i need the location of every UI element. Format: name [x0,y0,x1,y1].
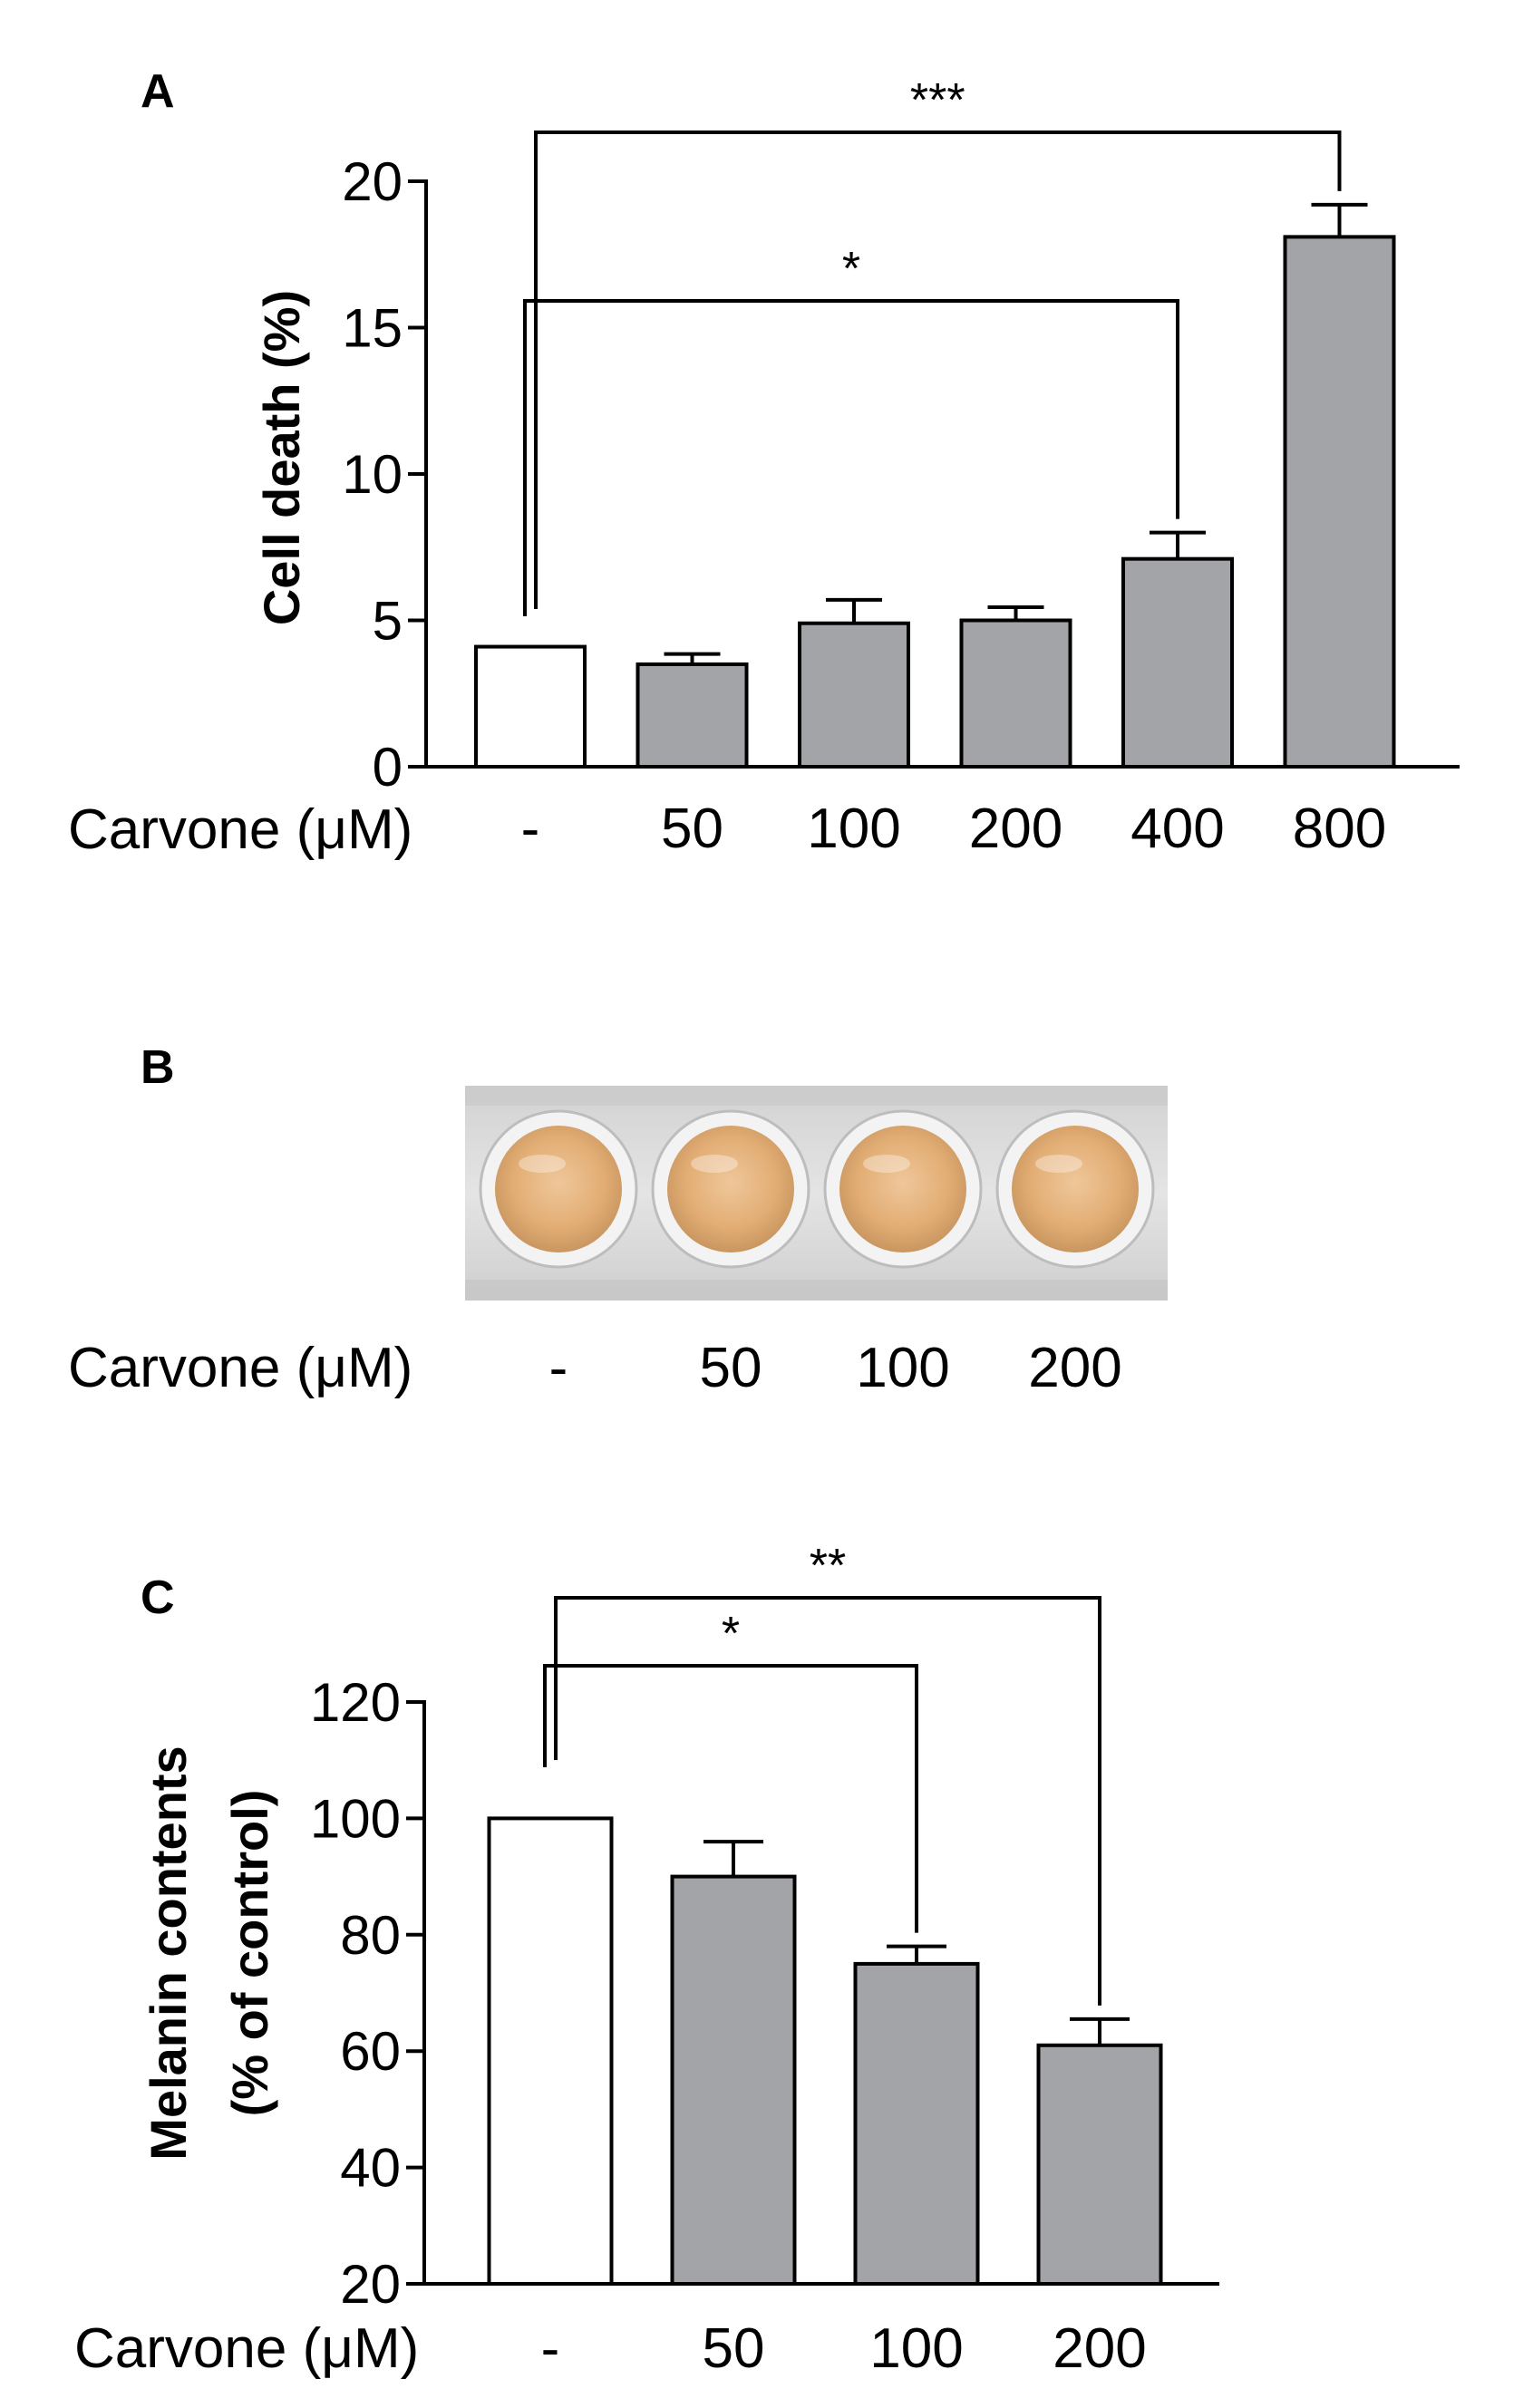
bar [853,1961,980,2286]
panel-label-c: C [141,1571,175,1624]
category-label: 200 [1053,2317,1146,2380]
category-label: 50 [703,2317,765,2380]
bar [1121,556,1234,769]
y-tick-label: 20 [340,2254,401,2315]
x-axis-label-c: Carvone (μM) [74,2317,419,2380]
bar [636,662,749,769]
well-label: - [549,1337,568,1399]
y-tick-label: 60 [340,2021,401,2082]
bar [798,621,910,769]
y-axis-label-a: Cell death (%) [253,290,310,625]
significance-label: * [842,243,860,295]
well-label: 100 [856,1337,949,1399]
bar [487,1816,614,2286]
significance-bracket [534,131,1342,609]
y-axis-label-c-line2: (% of control) [221,1790,278,2117]
category-label: 50 [661,798,723,860]
photo-panel-b: B Carvone (μM) - 50 100 200 [68,1041,1168,1399]
y-tick-label: 15 [342,298,403,359]
category-label: - [521,798,540,860]
y-tick-label: 40 [340,2138,401,2199]
y-tick-label: 80 [340,1905,401,1966]
significance-label: * [722,1608,740,1660]
well-label: 50 [700,1337,762,1399]
well [839,1126,966,1252]
y-tick-label: 5 [373,591,403,652]
well [667,1126,794,1252]
category-label: - [541,2317,560,2380]
well [495,1126,622,1252]
category-label: 200 [969,798,1062,860]
significance-bracket [554,1596,1101,2006]
bar [474,644,587,769]
category-label: 400 [1130,798,1224,860]
well [1012,1126,1139,1252]
bar [1036,2043,1163,2287]
bar [1283,235,1396,769]
category-label: 100 [869,2317,963,2380]
category-label: 100 [807,798,900,860]
well-label: 200 [1028,1337,1121,1399]
significance-bracket [543,1664,918,1933]
category-label: 800 [1293,798,1386,860]
chart-panel-a: A Cell death (%) Carvone (μM) 0 5 10 15 20 - 5… [68,65,1460,861]
x-axis-label-b: Carvone (μM) [68,1337,412,1399]
bar [959,618,1072,769]
y-tick-label: 0 [373,737,403,798]
bar [670,1874,797,2287]
significance-label: ** [810,1540,846,1592]
y-tick-label: 10 [342,444,403,505]
x-axis-label-a: Carvone (μM) [68,798,412,861]
y-tick-label: 100 [310,1788,401,1849]
significance-bracket [523,299,1179,616]
well-plate-photo [465,1086,1168,1301]
panel-label-a: A [141,65,175,118]
y-tick-label: 120 [310,1672,401,1733]
significance-label: *** [910,74,965,127]
panel-label-b: B [141,1041,175,1094]
y-axis-label-c-line1: Melanin contents [140,1746,197,2160]
y-tick-label: 20 [342,151,403,212]
chart-panel-c: C Melanin contents (% of control) Carvon… [74,1540,1219,2380]
